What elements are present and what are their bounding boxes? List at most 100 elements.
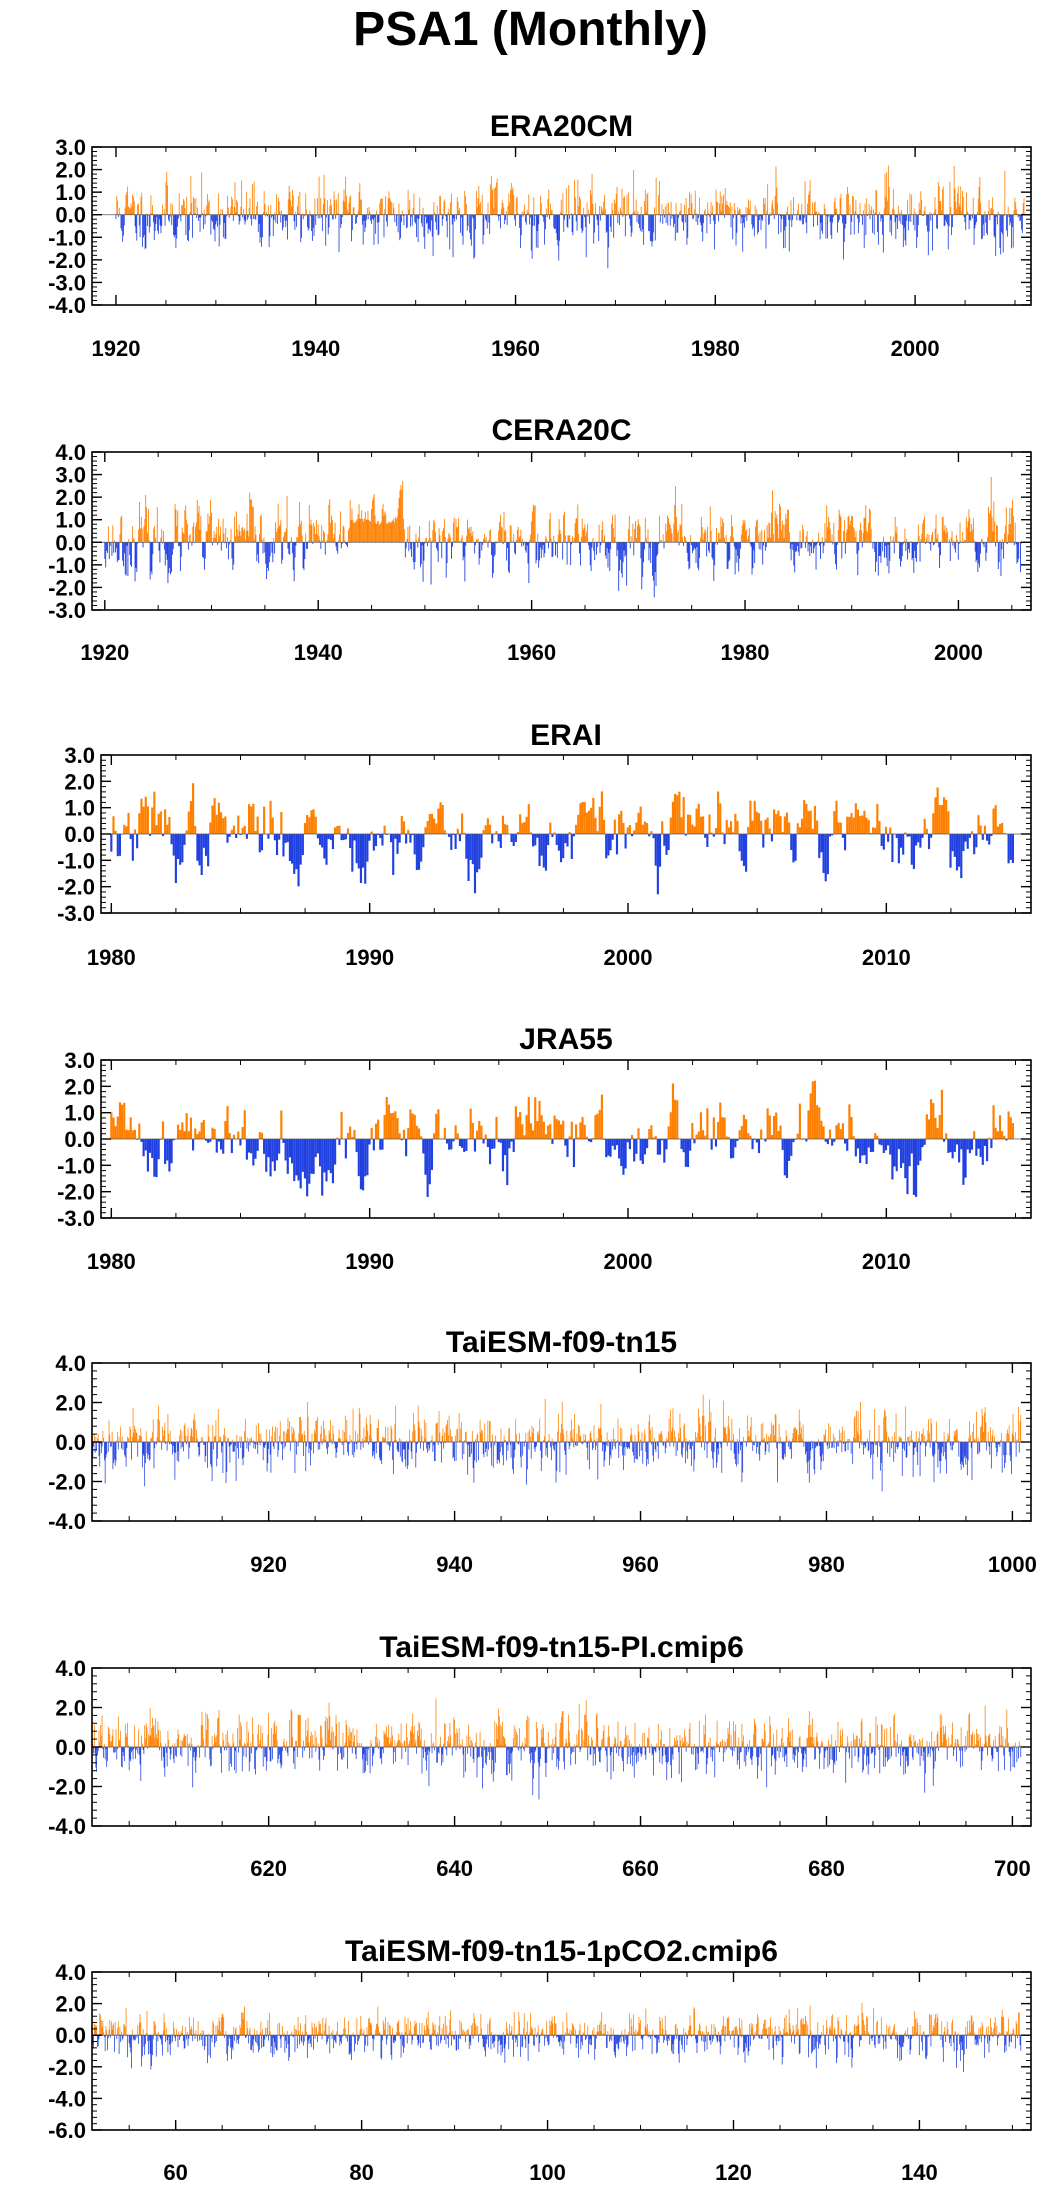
bar xyxy=(129,1117,132,1139)
bar xyxy=(572,541,574,543)
bar xyxy=(780,506,781,543)
bar xyxy=(499,834,502,848)
bar xyxy=(434,212,436,215)
bar xyxy=(252,1439,254,1442)
bar xyxy=(874,1442,876,1446)
bar xyxy=(688,542,690,570)
y-tick-label: 1.0 xyxy=(55,180,86,205)
bar xyxy=(574,197,576,215)
bar xyxy=(460,214,461,233)
bar xyxy=(296,536,298,543)
bar xyxy=(526,209,528,215)
bar xyxy=(547,199,549,215)
bar xyxy=(355,214,357,224)
bar xyxy=(997,211,999,215)
bar xyxy=(114,540,116,543)
bar xyxy=(820,834,823,853)
bar xyxy=(361,1442,362,1444)
bar xyxy=(389,1442,391,1447)
bar xyxy=(254,830,257,834)
bar xyxy=(410,542,412,549)
bar xyxy=(418,537,420,543)
bar xyxy=(838,509,840,543)
bar xyxy=(245,214,247,222)
bar xyxy=(755,526,757,543)
bar xyxy=(847,516,849,543)
bar xyxy=(714,214,716,225)
bar xyxy=(899,212,901,215)
bar xyxy=(701,1130,705,1139)
bar xyxy=(441,804,444,834)
bar xyxy=(285,1442,287,1447)
bar xyxy=(570,834,573,859)
bar xyxy=(525,1432,527,1442)
bar xyxy=(894,516,896,543)
bar xyxy=(789,1442,791,1450)
bar xyxy=(900,542,902,562)
bar xyxy=(854,536,856,543)
bar xyxy=(190,175,192,215)
bar xyxy=(193,1419,194,1442)
bar xyxy=(816,542,818,545)
bar xyxy=(354,213,356,215)
bar xyxy=(322,1439,324,1442)
bar xyxy=(815,1442,816,1448)
bar xyxy=(191,202,193,215)
bar xyxy=(823,204,825,215)
bar xyxy=(133,1747,135,1750)
bar xyxy=(908,542,909,550)
bar xyxy=(678,542,680,546)
bar xyxy=(497,834,500,842)
bar xyxy=(766,1433,768,1442)
bar xyxy=(232,214,234,221)
bar xyxy=(133,1129,137,1139)
bar xyxy=(785,214,787,227)
bar xyxy=(937,214,938,230)
bar xyxy=(602,1442,603,1452)
bar xyxy=(405,834,408,844)
bar xyxy=(335,214,337,219)
bar xyxy=(625,1442,627,1443)
bar xyxy=(844,214,846,229)
bar xyxy=(802,214,804,225)
bar xyxy=(933,212,935,215)
bar xyxy=(352,1408,354,1442)
bar xyxy=(951,834,954,852)
bar xyxy=(953,540,955,543)
bar xyxy=(315,1420,317,1442)
bar xyxy=(219,214,221,225)
bar xyxy=(988,507,989,543)
bar xyxy=(919,834,922,848)
bar xyxy=(723,214,725,218)
bar xyxy=(663,209,665,215)
bar xyxy=(613,1442,615,1447)
bar xyxy=(684,536,685,543)
bar xyxy=(825,538,827,543)
bar xyxy=(183,1442,184,1452)
bar xyxy=(459,541,460,543)
bar xyxy=(633,1139,636,1162)
y-tick-label: -4.0 xyxy=(48,1509,86,1534)
bar xyxy=(189,1742,190,1747)
bar xyxy=(623,1442,625,1448)
bar xyxy=(138,203,139,215)
bar xyxy=(897,1139,900,1150)
bar xyxy=(128,1747,130,1771)
bar xyxy=(208,1436,210,1442)
bar xyxy=(318,536,320,543)
bar xyxy=(491,542,492,556)
bar xyxy=(702,539,704,543)
bar xyxy=(471,1123,474,1139)
bar xyxy=(308,1139,311,1184)
bar xyxy=(434,1442,435,1462)
bar xyxy=(230,528,232,543)
y-tick-label: -1.0 xyxy=(48,553,86,578)
bar xyxy=(995,1442,997,1448)
bar xyxy=(742,1442,744,1473)
bar xyxy=(320,1433,321,1442)
bar xyxy=(537,1431,538,1442)
bar xyxy=(643,821,647,834)
bar xyxy=(538,214,540,225)
bar xyxy=(618,542,620,591)
bar xyxy=(583,802,586,834)
